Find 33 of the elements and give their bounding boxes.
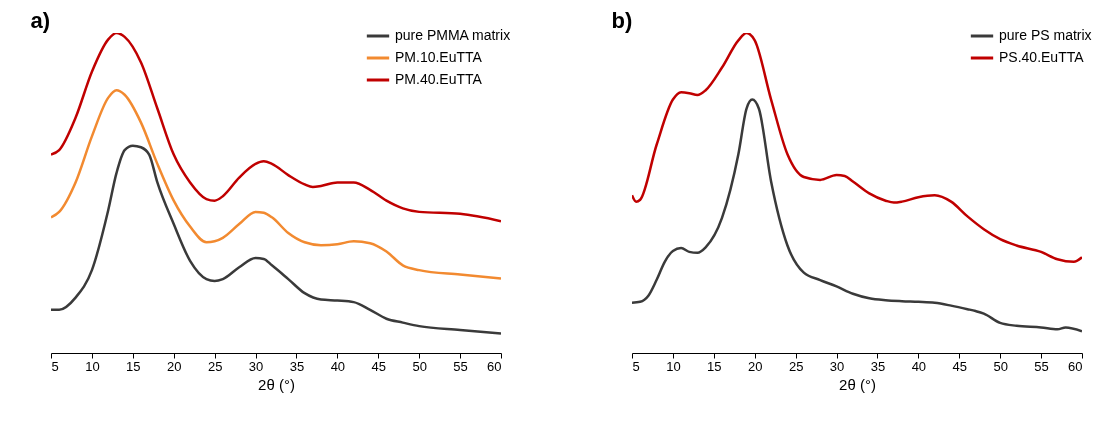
chart-title: a) xyxy=(30,8,51,33)
legend-label: pure PMMA matrix xyxy=(395,27,511,43)
x-tick-label: 10 xyxy=(85,358,100,374)
chart-title: b) xyxy=(611,8,633,33)
x-axis-title: 2θ (°) xyxy=(839,375,876,393)
x-tick-label: 35 xyxy=(289,358,305,374)
x-tick-label: 20 xyxy=(166,358,182,374)
x-tick-label: 45 xyxy=(371,358,387,374)
x-axis-title: 2θ (°) xyxy=(258,375,295,393)
x-tick-label: 5 xyxy=(632,358,640,374)
x-tick-label: 40 xyxy=(330,358,346,374)
x-tick-label: 30 xyxy=(829,358,845,374)
x-tick-label: 50 xyxy=(412,358,427,374)
legend-label: PM.40.EuTTA xyxy=(395,71,483,87)
x-tick-label: 5 xyxy=(51,358,59,374)
x-tick-label: 60 xyxy=(487,358,502,374)
x-tick-label: 10 xyxy=(666,358,681,374)
x-tick-label: 35 xyxy=(870,358,886,374)
x-tick-label: 45 xyxy=(952,358,968,374)
x-tick-label: 55 xyxy=(1034,358,1049,374)
x-tick-label: 20 xyxy=(747,358,763,374)
x-tick-label: 15 xyxy=(126,358,141,374)
x-tick-label: 55 xyxy=(453,358,468,374)
legend-label: PM.10.EuTTA xyxy=(395,49,483,65)
x-tick-label: 15 xyxy=(707,358,722,374)
x-tick-label: 30 xyxy=(248,358,264,374)
x-tick-label: 60 xyxy=(1068,358,1083,374)
x-tick-label: 50 xyxy=(993,358,1008,374)
legend-label: PS.40.EuTTA xyxy=(999,49,1085,65)
legend-label: pure PS matrix xyxy=(999,27,1092,43)
x-tick-label: 25 xyxy=(788,358,804,374)
x-tick-label: 25 xyxy=(207,358,223,374)
x-tick-label: 40 xyxy=(911,358,927,374)
